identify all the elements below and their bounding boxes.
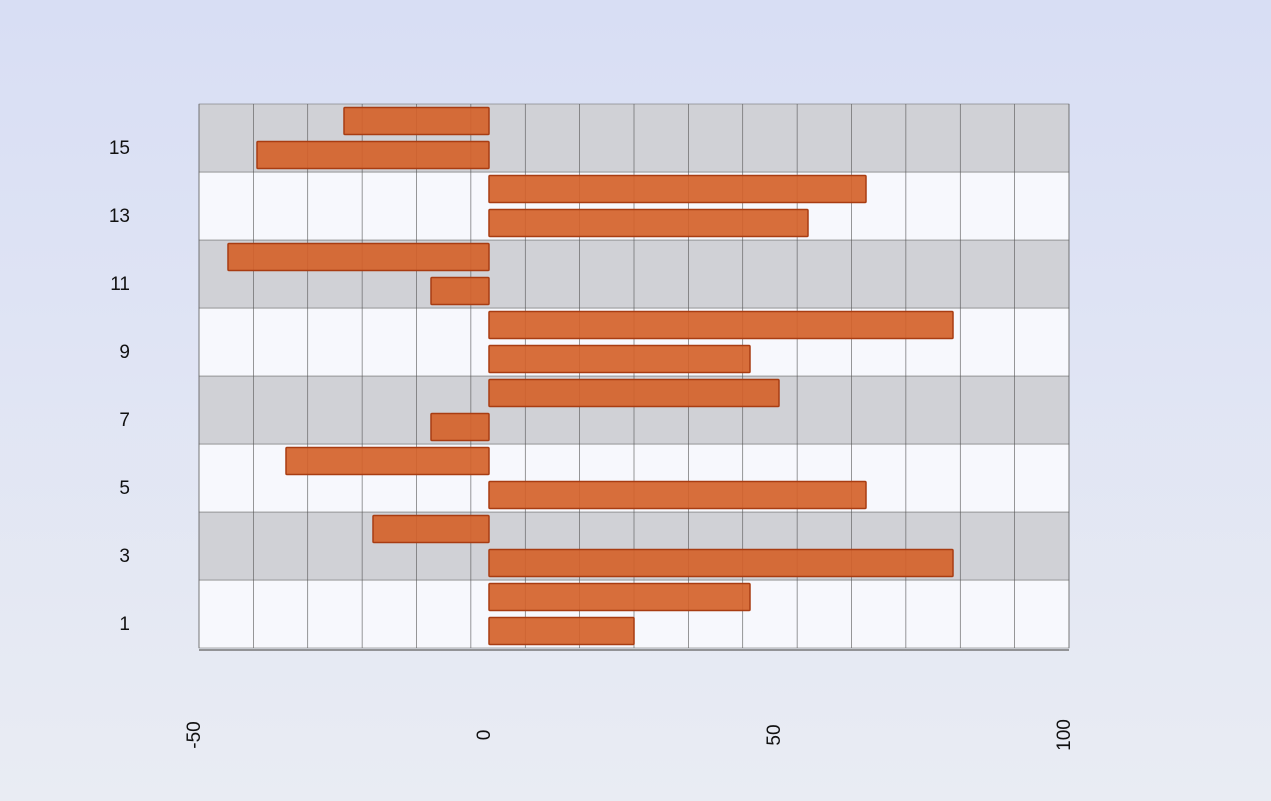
bar — [488, 548, 954, 578]
y-tick-label: 5 — [119, 478, 130, 499]
x-tick-label: 0 — [474, 730, 495, 741]
x-tick-label: 100 — [1054, 719, 1075, 751]
y-tick-label: 13 — [109, 206, 130, 227]
bar — [227, 242, 490, 272]
bar — [343, 106, 490, 136]
bar — [488, 174, 867, 204]
y-tick-label: 1 — [119, 614, 130, 635]
bar — [488, 582, 751, 612]
y-tick-label: 15 — [109, 138, 130, 159]
bar — [488, 310, 954, 340]
bar — [488, 480, 867, 510]
y-tick-label: 3 — [119, 546, 130, 567]
y-tick-label: 7 — [119, 410, 130, 431]
bar — [256, 140, 490, 170]
bar — [488, 378, 780, 408]
bar — [430, 412, 490, 442]
y-tick-label: 9 — [119, 342, 130, 363]
x-tick-label: 50 — [764, 724, 785, 745]
bar — [488, 344, 751, 374]
bar — [430, 276, 490, 306]
bar — [285, 446, 490, 476]
bar — [488, 616, 635, 646]
x-tick-label: -50 — [184, 721, 205, 748]
bar — [488, 208, 809, 238]
bar — [372, 514, 490, 544]
y-tick-label: 11 — [110, 274, 130, 295]
